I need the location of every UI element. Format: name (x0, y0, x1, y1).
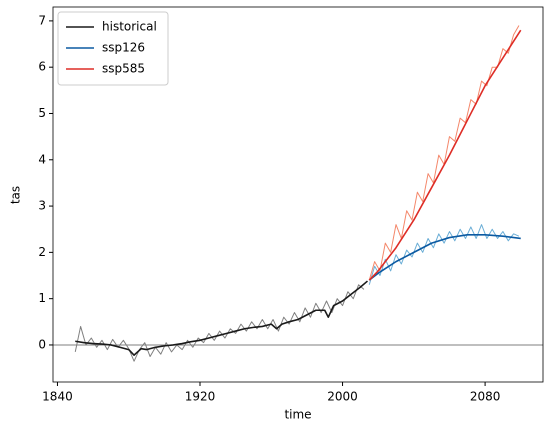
series-line (368, 224, 520, 285)
plot-frame (52, 6, 544, 383)
y-tick-label: 2 (38, 245, 46, 259)
y-tick-label: 5 (38, 106, 46, 120)
series-line (75, 280, 369, 356)
y-tick-label: 4 (38, 152, 46, 166)
x-tick-label: 2080 (470, 390, 501, 404)
legend-label: ssp126 (102, 41, 145, 55)
y-tick-label: 1 (38, 291, 46, 305)
legend-box (57, 11, 169, 86)
series-line (368, 233, 521, 281)
x-tick-label: 2000 (327, 390, 358, 404)
y-tick-label: 0 (38, 337, 46, 351)
legend-label: ssp585 (102, 62, 145, 76)
y-tick-label: 3 (38, 199, 46, 213)
x-tick-label: 1840 (42, 390, 73, 404)
x-axis-label: time (284, 408, 311, 422)
y-tick-label: 6 (38, 60, 46, 74)
series-line (74, 284, 365, 362)
legend-label: historical (102, 20, 157, 34)
y-axis-label: tas (9, 186, 23, 204)
series-line (368, 29, 522, 281)
y-tick-label: 7 (38, 13, 46, 27)
x-tick-label: 1920 (185, 390, 216, 404)
